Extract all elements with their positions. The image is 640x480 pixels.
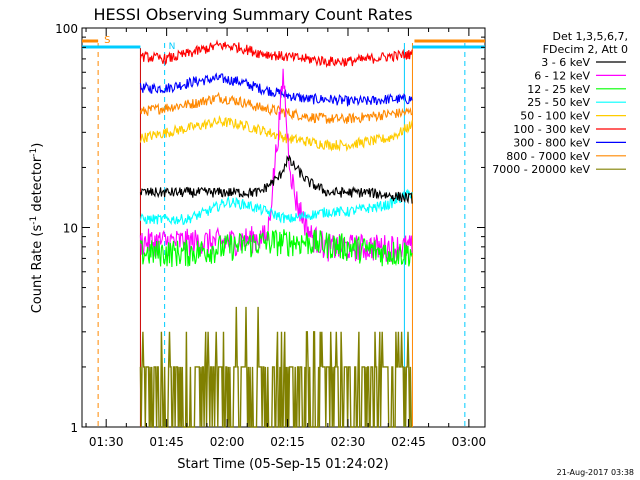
- x-tick-label: 01:30: [89, 435, 124, 449]
- legend-label-7: 800 - 7000 keV: [506, 150, 590, 163]
- series-line-2: [139, 229, 413, 268]
- legend-label-3: 25 - 50 keV: [527, 96, 590, 109]
- x-axis: 01:30 01:45 02:00 02:15 02:30 02:45 03:00: [85, 28, 487, 449]
- series-line-1: [139, 68, 413, 263]
- legend-label-6: 300 - 800 keV: [513, 136, 590, 149]
- svg-text:Count Rate (s-1 detector-1): Count Rate (s-1 detector-1): [29, 143, 45, 314]
- annotation-s: S: [104, 35, 110, 46]
- y-label-tail: detector: [30, 156, 45, 216]
- series-line-6: [139, 72, 413, 107]
- chart-title: HESSI Observing Summary Count Rates: [93, 5, 412, 24]
- legend: Det 1,3,5,6,7, FDecim 2, Att 0 3 - 6 keV…: [492, 30, 628, 176]
- series-line-7: [139, 91, 413, 124]
- y-axis: 1 10 100: [55, 22, 485, 435]
- x-tick-label: 02:45: [391, 435, 426, 449]
- y-tick-label: 10: [63, 222, 78, 236]
- x-axis-label: Start Time (05-Sep-15 01:24:02): [177, 457, 388, 472]
- series-layer: [139, 39, 413, 428]
- legend-header-1: Det 1,3,5,6,7,: [552, 30, 628, 43]
- series-line-8: [139, 306, 413, 428]
- footer-date: 21-Aug-2017 03:38: [557, 468, 634, 477]
- legend-label-4: 50 - 100 keV: [520, 110, 590, 123]
- x-tick-label: 02:00: [210, 435, 245, 449]
- legend-label-1: 6 - 12 keV: [534, 69, 590, 82]
- annotation-n: N: [169, 42, 176, 52]
- x-tick-label: 03:00: [452, 435, 487, 449]
- series-line-4: [139, 114, 413, 152]
- y-label-sup: -1: [29, 216, 39, 225]
- x-tick-label: 02:30: [331, 435, 366, 449]
- y-label-main: Count Rate (s: [30, 225, 45, 314]
- y-tick-label: 1: [70, 421, 78, 435]
- x-tick-label: 02:15: [270, 435, 305, 449]
- x-tick-label: 01:45: [149, 435, 184, 449]
- legend-label-5: 100 - 300 keV: [513, 123, 590, 136]
- series-line-3: [139, 188, 413, 226]
- legend-label-8: 7000 - 20000 keV: [492, 163, 590, 176]
- y-label-close: ): [30, 143, 45, 148]
- y-axis-label: Count Rate (s-1 detector-1): [29, 143, 45, 314]
- legend-label-2: 12 - 25 keV: [527, 83, 590, 96]
- legend-header-2: FDecim 2, Att 0: [543, 43, 628, 56]
- series-line-0: [139, 154, 413, 205]
- legend-label-0: 3 - 6 keV: [541, 56, 590, 69]
- y-label-sup-2: -1: [29, 148, 39, 157]
- y-tick-label: 100: [55, 22, 78, 36]
- series-line-5: [139, 39, 413, 68]
